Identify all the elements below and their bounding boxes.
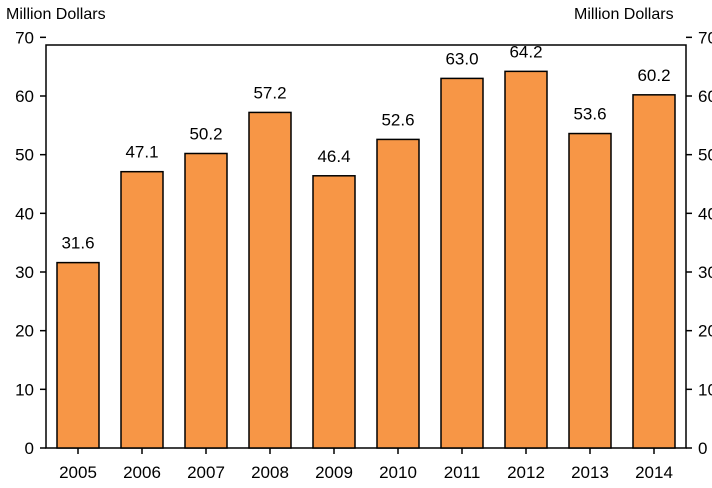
bar-value-label: 47.1 (125, 143, 158, 162)
bar-value-label: 53.6 (573, 105, 606, 124)
bar-2007 (184, 152, 228, 449)
x-tick-label: 2006 (123, 463, 161, 482)
right-axis-unit-label: Million Dollars (574, 6, 674, 23)
bar-value-label: 63.0 (445, 49, 478, 68)
left-y-tick-label: 20 (15, 322, 34, 341)
bar-2006 (120, 170, 164, 449)
right-y-tick-label: 50 (698, 146, 712, 165)
x-tick-label: 2012 (507, 463, 545, 482)
bar-value-label: 64.2 (509, 42, 542, 61)
x-tick-label: 2007 (187, 463, 225, 482)
x-tick-label: 2005 (59, 463, 97, 482)
left-y-tick-label: 30 (15, 263, 34, 282)
bar-2011 (440, 77, 484, 449)
x-tick-label: 2014 (635, 463, 673, 482)
left-y-tick-label: 60 (15, 87, 34, 106)
left-axis-unit-label: Million Dollars (6, 6, 106, 23)
x-tick-label: 2009 (315, 463, 353, 482)
bar-2012 (504, 70, 548, 449)
x-tick-label: 2011 (444, 463, 481, 482)
right-y-tick-label: 20 (698, 322, 712, 341)
bar-2008 (248, 111, 292, 449)
bar-2013 (568, 132, 612, 449)
bar-value-label: 50.2 (189, 124, 222, 143)
right-y-tick-label: 0 (698, 439, 707, 458)
right-y-tick-label: 60 (698, 87, 712, 106)
bar-value-label: 31.6 (61, 234, 94, 253)
left-y-tick-label: 50 (15, 146, 34, 165)
bar-value-label: 52.6 (381, 110, 414, 129)
bar-2009 (312, 175, 356, 449)
bar-value-label: 57.2 (253, 83, 286, 102)
right-y-tick-label: 40 (698, 204, 712, 223)
bar-value-label: 46.4 (317, 147, 350, 166)
bar-2005 (56, 261, 100, 449)
plot-frame (45, 44, 687, 449)
bar-2010 (376, 138, 420, 449)
bar-2014 (632, 94, 676, 449)
bar-value-label: 60.2 (637, 66, 670, 85)
right-y-tick-label: 70 (698, 28, 712, 47)
right-y-tick-label: 10 (698, 380, 712, 399)
x-tick-label: 2013 (571, 463, 609, 482)
x-tick-label: 2010 (379, 463, 417, 482)
left-y-tick-label: 0 (25, 439, 34, 458)
right-y-tick-label: 30 (698, 263, 712, 282)
left-y-tick-label: 10 (15, 380, 34, 399)
x-tick-label: 2008 (251, 463, 289, 482)
left-y-tick-label: 40 (15, 204, 34, 223)
left-y-tick-label: 70 (15, 28, 34, 47)
